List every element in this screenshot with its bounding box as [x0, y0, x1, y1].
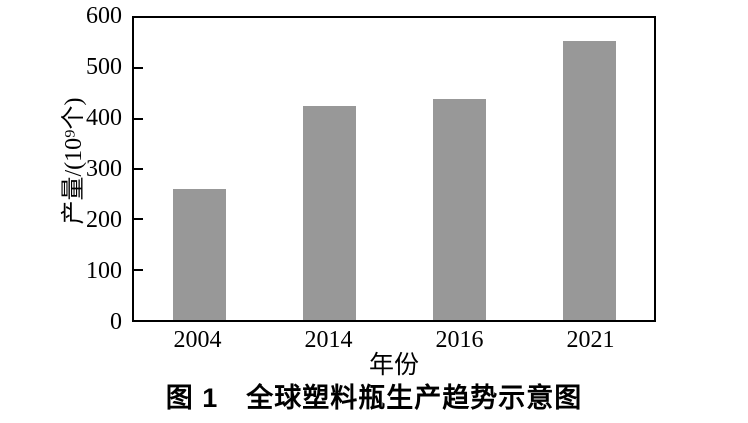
y-tick-mark [134, 218, 143, 221]
y-tick-label: 500 [86, 54, 122, 80]
y-axis-ticks: 0 100 200 300 400 500 600 [0, 4, 126, 334]
bar-slot [134, 18, 264, 320]
x-tick-label: 2021 [566, 327, 615, 353]
x-tick-label: 2014 [304, 327, 353, 353]
bar-slot [524, 18, 654, 320]
bar-slot [394, 18, 524, 320]
bar-2014 [302, 106, 356, 320]
y-tick-label: 300 [86, 156, 122, 182]
bar-slot [264, 18, 394, 320]
y-tick-label: 400 [86, 105, 122, 131]
y-tick-mark [134, 268, 143, 271]
y-tick-mark [134, 117, 143, 120]
x-axis-tick-labels: 2004 2014 2016 2021 [132, 328, 656, 352]
plot-area [132, 16, 656, 322]
y-tick-mark [134, 67, 143, 70]
y-tick-mark [134, 168, 143, 170]
y-tick-label: 200 [86, 207, 122, 233]
x-tick-label: 2016 [435, 327, 484, 353]
y-tick-label: 100 [86, 258, 122, 284]
bar-2021 [562, 40, 616, 320]
x-tick-label: 2004 [173, 327, 222, 353]
x-axis-label: 年份 [368, 352, 419, 379]
figure-caption: 图 1 全球塑料瓶生产趋势示意图 [165, 383, 583, 413]
y-tick-label: 0 [110, 309, 122, 335]
bar-2016 [432, 98, 486, 320]
y-tick-label: 600 [86, 3, 122, 29]
bar-2004 [172, 189, 226, 320]
bars-container [134, 18, 654, 320]
